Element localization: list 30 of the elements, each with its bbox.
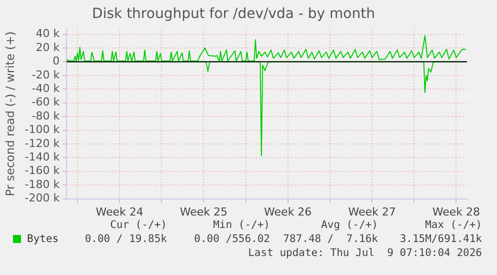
text: Avg (-/+)	[321, 219, 378, 231]
chart-title: Disk throughput for /dev/vda - by month	[92, 6, 375, 22]
y-tick-label: -40 k	[32, 82, 60, 95]
text: 0.00 / 19.85k	[84, 233, 167, 245]
x-tick-label: Week 26	[264, 205, 312, 218]
y-tick-label: 40 k	[36, 27, 60, 40]
text: 0.00 /556.02	[194, 233, 270, 245]
x-tick-label: Week 24	[96, 205, 144, 218]
text: 3.15M/691.41k	[400, 233, 482, 245]
x-tick-label: Week 25	[180, 205, 228, 218]
y-tick-label: -60 k	[32, 96, 60, 109]
y-tick-label: -120 k	[24, 136, 60, 150]
y-axis-title: Pr second read (-) / write (+)	[2, 31, 17, 196]
text: 787.48 / 7.16k	[283, 233, 378, 245]
text: Min (-/+)	[213, 219, 270, 231]
y-tick-label: -180 k	[24, 178, 60, 191]
x-tick-label: Week 27	[348, 205, 396, 218]
legend-label: Bytes	[27, 233, 59, 245]
y-tick-label: 20 k	[36, 40, 60, 54]
text: Last update: Thu Jul 9 07:10:04 2026	[248, 247, 482, 259]
y-tick-label: -20 k	[32, 68, 60, 82]
y-tick-label: 0	[52, 54, 60, 68]
y-tick-label: -140 k	[24, 150, 60, 164]
text: Max (-/+)	[425, 219, 482, 231]
y-tick-label: -80 k	[32, 109, 60, 122]
x-tick-label: Week 28	[432, 205, 480, 218]
y-tick-label: -160 k	[24, 164, 60, 178]
y-tick-label: -200 k	[24, 192, 60, 205]
y-tick-label: -100 k	[24, 123, 60, 136]
text: Cur (-/+)	[110, 219, 167, 231]
